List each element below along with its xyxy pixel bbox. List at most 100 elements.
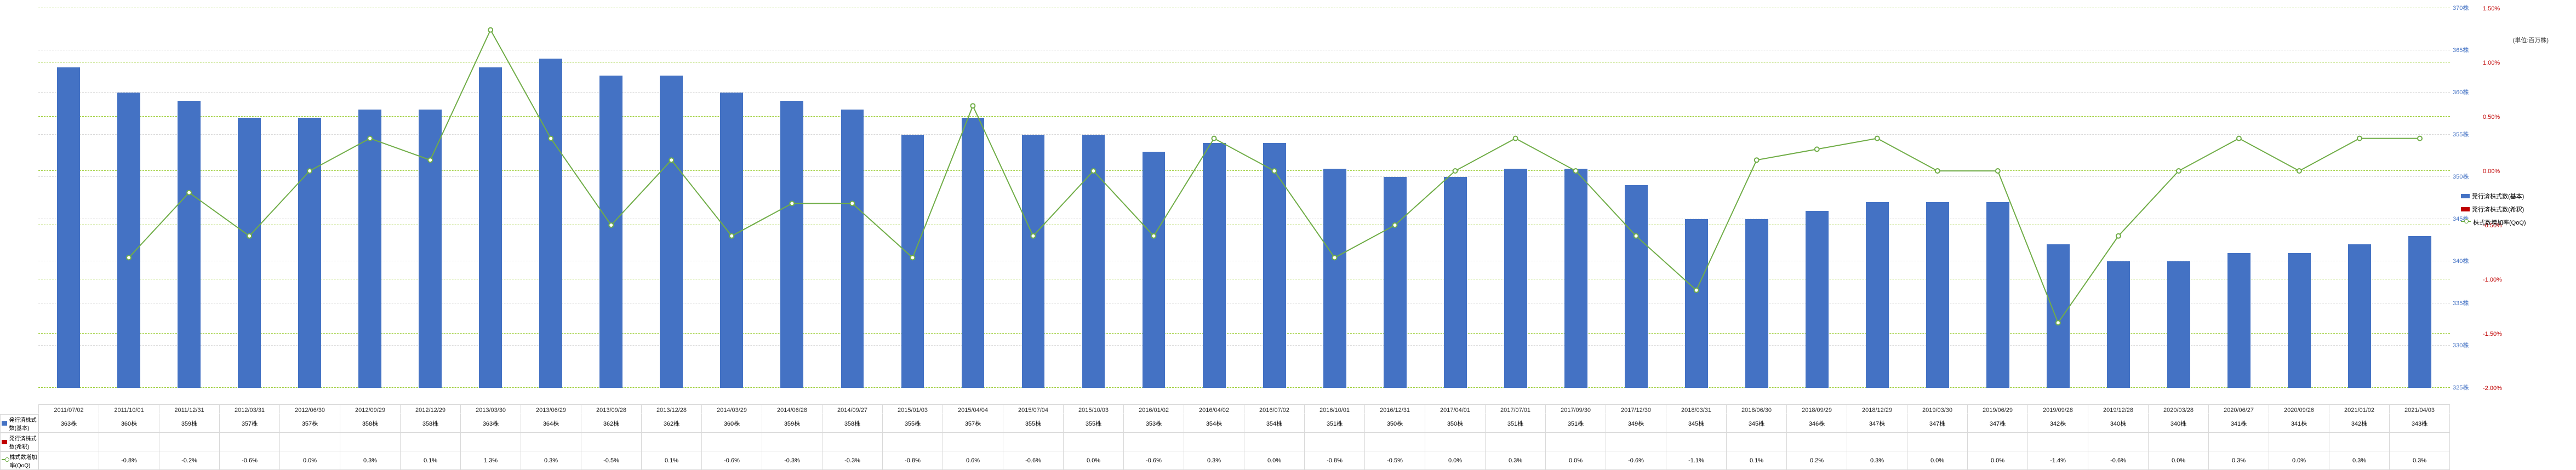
row-label: 発行済株式数(希釈) (9, 434, 38, 450)
table-cell: 0.3% (340, 451, 400, 470)
x-tick: 2013/06/29 (521, 404, 581, 414)
y-tick-left: 360株 (2453, 88, 2480, 96)
x-tick: 2021/01/02 (2329, 404, 2389, 414)
row-header-basic: 発行済株式数(基本) (0, 414, 38, 433)
table-cell: 0.0% (1967, 451, 2027, 470)
x-tick: 2017/12/30 (1606, 404, 1666, 414)
table-cell: 346株 (1786, 414, 1847, 433)
x-tick: 2020/03/28 (2148, 404, 2208, 414)
table-cell: 0.0% (2269, 451, 2329, 470)
row-cells: -0.8%-0.2%-0.6%0.0%0.3%0.1%1.3%0.3%-0.5%… (38, 451, 2450, 470)
y-tick-left: 325株 (2453, 383, 2480, 392)
table-cell: 357株 (943, 414, 1003, 433)
table-cell: 0.3% (521, 451, 581, 470)
table-cell: -0.5% (1364, 451, 1425, 470)
table-cell: -0.8% (882, 451, 943, 470)
table-cell (1666, 433, 1726, 451)
x-tick: 2015/01/03 (882, 404, 943, 414)
table-cell: -0.6% (701, 451, 762, 470)
table-cell: 355株 (882, 414, 943, 433)
table-cell: -1.1% (1666, 451, 1726, 470)
table-cell: 345株 (1726, 414, 1786, 433)
x-tick: 2020/06/27 (2208, 404, 2269, 414)
legend-item: 発行済株式数(基本) (2461, 192, 2571, 200)
table-cell: 354株 (1184, 414, 1244, 433)
table-cell (1063, 433, 1123, 451)
table-cell: 347株 (1847, 414, 1907, 433)
table-cell (1726, 433, 1786, 451)
table-cell: 360株 (99, 414, 159, 433)
x-tick: 2014/03/29 (701, 404, 762, 414)
table-cell: 359株 (159, 414, 219, 433)
y-tick-left: 355株 (2453, 130, 2480, 139)
table-cell (1606, 433, 1666, 451)
row-header-diluted: 発行済株式数(希釈) (0, 433, 38, 451)
data-table: 発行済株式数(基本) 363株360株359株357株357株358株358株3… (0, 414, 2450, 470)
table-cell (38, 433, 99, 451)
table-cell (460, 433, 521, 451)
table-cell: -0.3% (762, 451, 822, 470)
x-tick: 2015/07/04 (1003, 404, 1063, 414)
table-cell (2389, 433, 2450, 451)
table-cell: 342株 (2329, 414, 2389, 433)
table-cell (99, 433, 159, 451)
bar-marker-icon (2, 421, 7, 426)
table-cell: -0.5% (581, 451, 641, 470)
table-cell: -0.8% (99, 451, 159, 470)
y-tick-right: -2.00% (2483, 385, 2510, 392)
x-tick: 2017/04/01 (1425, 404, 1485, 414)
x-tick: 2021/04/03 (2389, 404, 2450, 414)
trend-line (38, 8, 2450, 388)
unit-label: (単位:百万株) (2513, 36, 2549, 44)
table-cell: 347株 (1907, 414, 1967, 433)
row-label: 発行済株式数(基本) (9, 415, 38, 432)
table-cell (340, 433, 400, 451)
x-tick: 2019/09/28 (2027, 404, 2088, 414)
table-cell: -0.6% (1606, 451, 1666, 470)
table-cell: 345株 (1666, 414, 1726, 433)
table-cell: 363株 (460, 414, 521, 433)
row-header-growth: 株式数増加率(QoQ) (0, 451, 38, 470)
table-cell: 351株 (1485, 414, 1545, 433)
table-cell: 355株 (1063, 414, 1123, 433)
table-cell: 1.3% (460, 451, 521, 470)
y-tick-left: 340株 (2453, 256, 2480, 265)
legend-item: 株式数増加率(QoQ) (2461, 218, 2571, 227)
table-cell: 350株 (1364, 414, 1425, 433)
table-cell: 359株 (762, 414, 822, 433)
x-tick: 2018/03/31 (1666, 404, 1726, 414)
x-tick: 2011/12/31 (159, 404, 219, 414)
table-cell: 340株 (2088, 414, 2148, 433)
x-tick: 2012/12/29 (400, 404, 460, 414)
x-tick: 2016/04/02 (1184, 404, 1244, 414)
table-cell (1847, 433, 1907, 451)
x-tick: 2019/12/28 (2088, 404, 2148, 414)
table-cell: 0.0% (1063, 451, 1123, 470)
table-cell (1184, 433, 1244, 451)
bar-marker-icon (2, 440, 7, 444)
table-cell: -0.6% (1003, 451, 1063, 470)
x-tick: 2011/10/01 (99, 404, 159, 414)
table-cell: 0.0% (279, 451, 340, 470)
table-cell: 0.6% (943, 451, 1003, 470)
table-cell (1786, 433, 1847, 451)
table-cell: 362株 (581, 414, 641, 433)
x-tick: 2013/03/30 (460, 404, 521, 414)
y-tick-right: -1.50% (2483, 331, 2510, 337)
legend: 発行済株式数(基本)発行済株式数(希釈)株式数増加率(QoQ) (2461, 192, 2571, 231)
table-cell: -1.4% (2027, 451, 2088, 470)
table-cell (1304, 433, 1364, 451)
table-cell: 358株 (822, 414, 882, 433)
table-cell (943, 433, 1003, 451)
table-cell: 0.0% (1545, 451, 1606, 470)
x-tick: 2018/06/30 (1726, 404, 1786, 414)
x-tick: 2016/12/31 (1364, 404, 1425, 414)
table-cell: 351株 (1545, 414, 1606, 433)
table-cell: 0.3% (1847, 451, 1907, 470)
table-cell (1003, 433, 1063, 451)
table-cell (1244, 433, 1304, 451)
table-cell: 351株 (1304, 414, 1364, 433)
row-cells (38, 433, 2450, 451)
table-row: 発行済株式数(希釈) (0, 433, 2450, 451)
table-cell (2208, 433, 2269, 451)
